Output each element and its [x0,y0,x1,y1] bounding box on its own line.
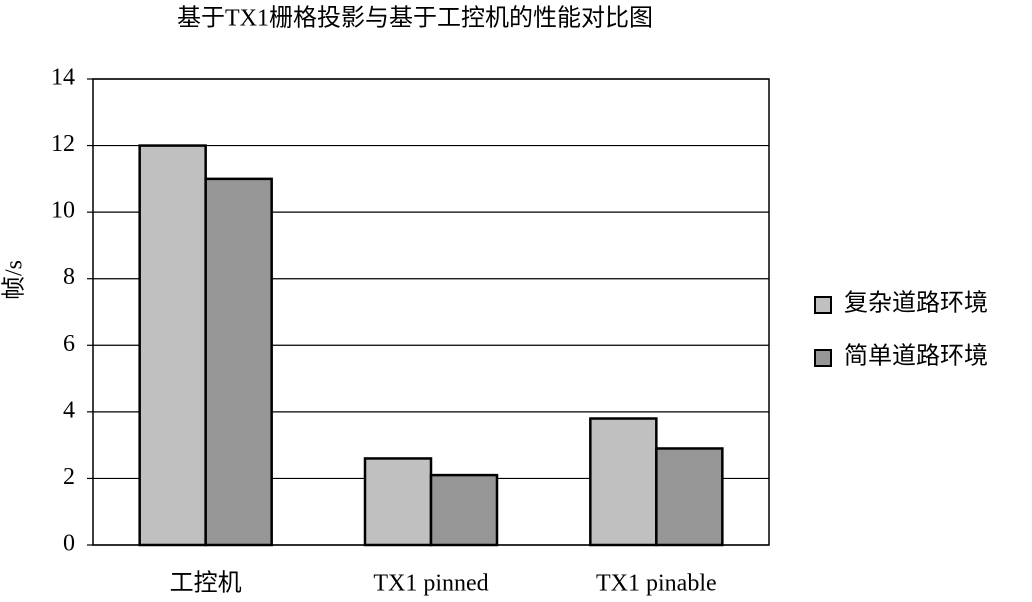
y-tick-label: 10 [51,198,75,224]
x-tick-label: TX1 pinned [373,571,488,597]
legend-swatch [814,349,832,367]
y-tick-label: 4 [63,397,75,423]
bar [429,473,499,547]
y-tick-label: 6 [63,331,75,357]
y-tick-label: 8 [63,264,75,290]
y-axis-label: 帧/s [1,260,28,300]
legend-label: 简单道路环境 [844,343,988,370]
legend-label: 复杂道路环境 [844,290,988,317]
y-tick-label: 14 [51,65,75,91]
bar [589,417,658,547]
x-tick-label: TX1 pinable [596,571,717,597]
x-tick-label: 工控机 [170,570,242,597]
y-tick-label: 2 [63,464,75,490]
y-tick-label: 12 [51,131,75,157]
bar [655,447,724,547]
bar [138,144,207,547]
chart-title: 基于TX1栅格投影与基于工控机的性能对比图 [177,5,653,32]
bar [204,177,273,547]
bar [363,457,433,547]
legend-swatch [814,296,832,314]
y-tick-label: 0 [63,531,75,557]
